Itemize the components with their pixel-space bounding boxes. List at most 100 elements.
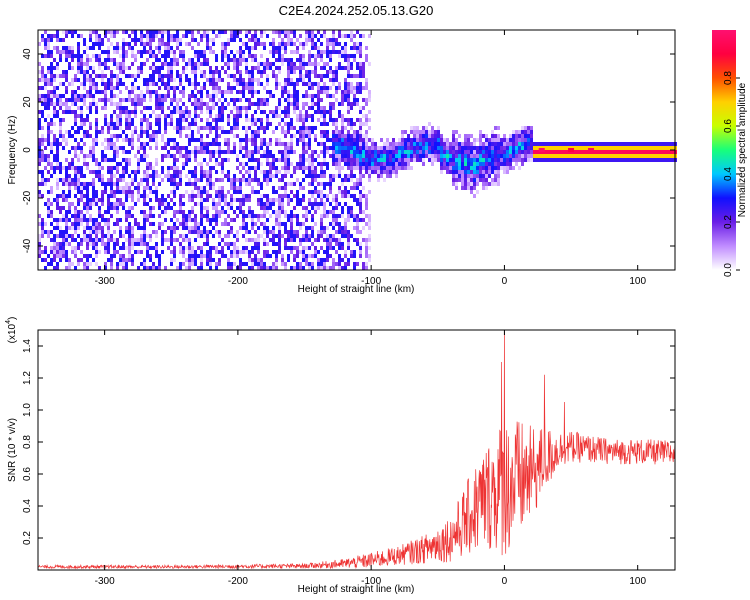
- heatmap-cell: [173, 106, 176, 110]
- heatmap-cell: [128, 142, 131, 146]
- heatmap-cell: [323, 146, 326, 150]
- heatmap-cell: [527, 150, 530, 154]
- heatmap-cell: [242, 174, 245, 178]
- heatmap-cell: [551, 154, 554, 158]
- heatmap-cell: [191, 38, 194, 42]
- heatmap-cell: [485, 162, 488, 166]
- heatmap-cell: [161, 230, 164, 234]
- heatmap-cell: [128, 158, 131, 162]
- heatmap-cell: [335, 138, 338, 142]
- heatmap-cell: [470, 154, 473, 158]
- heatmap-cell: [53, 226, 56, 230]
- heatmap-cell: [197, 194, 200, 198]
- heatmap-cell: [155, 234, 158, 238]
- heatmap-cell: [281, 42, 284, 46]
- heatmap-cell: [134, 34, 137, 38]
- heatmap-cell: [107, 234, 110, 238]
- heatmap-cell: [197, 82, 200, 86]
- heatmap-cell: [38, 146, 41, 150]
- heatmap-cell: [335, 86, 338, 90]
- heatmap-cell: [431, 162, 434, 166]
- heatmap-cell: [524, 150, 527, 154]
- heatmap-cell: [287, 70, 290, 74]
- heatmap-cell: [185, 190, 188, 194]
- heatmap-cell: [191, 102, 194, 106]
- heatmap-cell: [59, 134, 62, 138]
- heatmap-cell: [71, 50, 74, 54]
- heatmap-cell: [47, 154, 50, 158]
- heatmap-cell: [308, 262, 311, 266]
- heatmap-cell: [146, 106, 149, 110]
- heatmap-cell: [209, 182, 212, 186]
- heatmap-cell: [338, 134, 341, 138]
- heatmap-cell: [74, 250, 77, 254]
- heatmap-cell: [545, 158, 548, 162]
- heatmap-cell: [629, 146, 632, 150]
- heatmap-cell: [392, 146, 395, 150]
- heatmap-cell: [86, 206, 89, 210]
- heatmap-cell: [509, 138, 512, 142]
- heatmap-cell: [395, 174, 398, 178]
- heatmap-cell: [155, 230, 158, 234]
- heatmap-cell: [209, 70, 212, 74]
- heatmap-cell: [170, 138, 173, 142]
- heatmap-cell: [245, 70, 248, 74]
- heatmap-cell: [365, 262, 368, 266]
- heatmap-cell: [122, 62, 125, 66]
- heatmap-cell: [206, 170, 209, 174]
- heatmap-cell: [203, 242, 206, 246]
- svg-text:(x104): (x104): [5, 317, 18, 344]
- heatmap-cell: [218, 178, 221, 182]
- heatmap-cell: [239, 58, 242, 62]
- heatmap-cell: [143, 210, 146, 214]
- heatmap-cell: [290, 266, 293, 270]
- heatmap-cell: [317, 266, 320, 270]
- heatmap-cell: [104, 154, 107, 158]
- heatmap-cell: [65, 130, 68, 134]
- heatmap-cell: [278, 102, 281, 106]
- heatmap-cell: [359, 70, 362, 74]
- heatmap-cell: [119, 126, 122, 130]
- heatmap-cell: [191, 122, 194, 126]
- heatmap-cell: [191, 194, 194, 198]
- heatmap-cell: [101, 182, 104, 186]
- heatmap-cell: [239, 50, 242, 54]
- heatmap-cell: [44, 182, 47, 186]
- heatmap-cell: [593, 150, 596, 154]
- heatmap-cell: [326, 70, 329, 74]
- heatmap-cell: [278, 238, 281, 242]
- heatmap-cell: [278, 138, 281, 142]
- heatmap-cell: [452, 138, 455, 142]
- heatmap-cell: [113, 174, 116, 178]
- heatmap-cell: [275, 66, 278, 70]
- heatmap-cell: [491, 170, 494, 174]
- heatmap-cell: [341, 134, 344, 138]
- heatmap-cell: [173, 202, 176, 206]
- heatmap-cell: [281, 194, 284, 198]
- heatmap-cell: [269, 50, 272, 54]
- heatmap-cell: [485, 154, 488, 158]
- heatmap-cell: [239, 186, 242, 190]
- heatmap-cell: [233, 246, 236, 250]
- heatmap-cell: [86, 90, 89, 94]
- heatmap-cell: [533, 158, 536, 162]
- heatmap-cell: [80, 182, 83, 186]
- heatmap-cell: [44, 78, 47, 82]
- heatmap-cell: [356, 86, 359, 90]
- heatmap-cell: [596, 146, 599, 150]
- heatmap-cell: [137, 166, 140, 170]
- heatmap-cell: [269, 170, 272, 174]
- heatmap-cell: [227, 214, 230, 218]
- heatmap-cell: [353, 158, 356, 162]
- heatmap-cell: [170, 122, 173, 126]
- heatmap-cell: [74, 166, 77, 170]
- heatmap-cell: [470, 178, 473, 182]
- heatmap-cell: [362, 62, 365, 66]
- heatmap-cell: [617, 146, 620, 150]
- heatmap-cell: [347, 82, 350, 86]
- heatmap-cell: [158, 122, 161, 126]
- heatmap-cell: [491, 182, 494, 186]
- heatmap-cell: [107, 38, 110, 42]
- heatmap-cell: [518, 138, 521, 142]
- heatmap-cell: [137, 74, 140, 78]
